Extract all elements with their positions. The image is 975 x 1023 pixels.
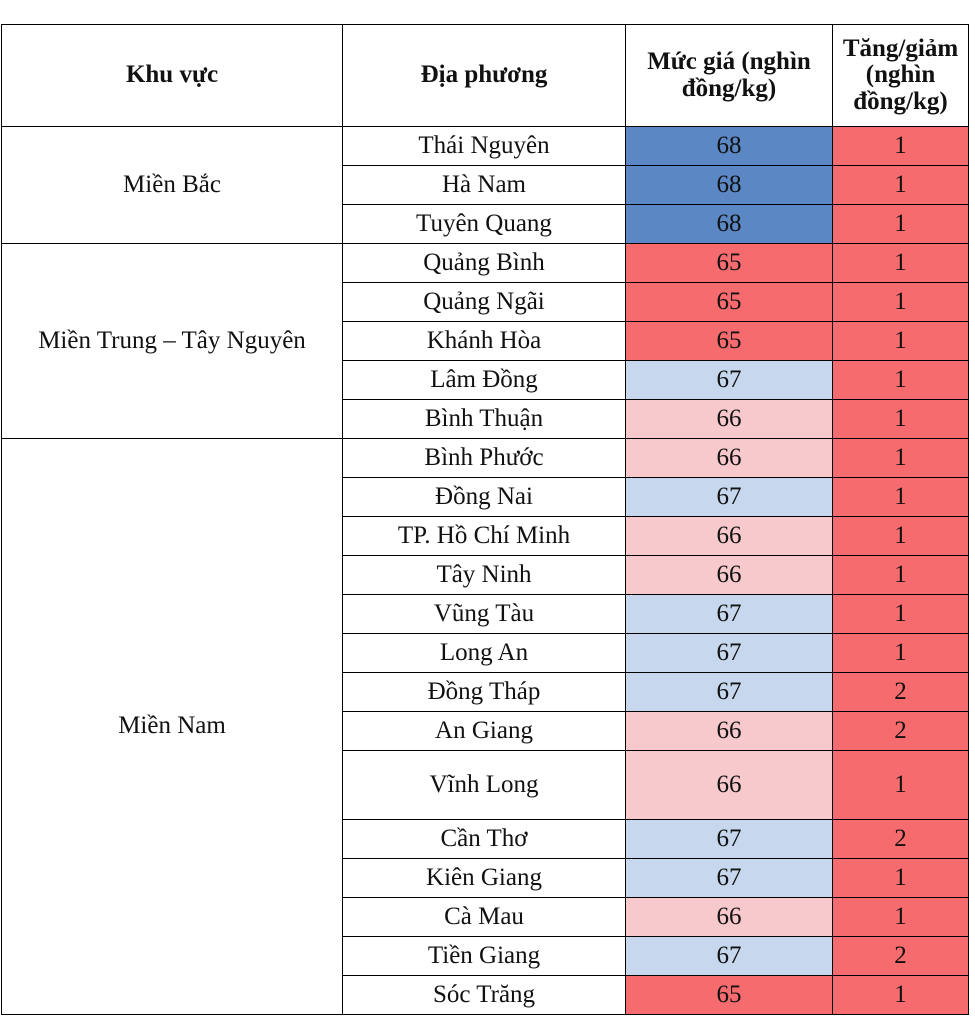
price-table: Khu vực Địa phương Mức giá (nghìn đồng/k… — [1, 24, 969, 1015]
change-cell: 1 — [832, 321, 969, 361]
table-row: Miền Trung – Tây Nguyên Quảng Bình 65 1 — [1, 243, 969, 439]
table-row: Sóc Trăng 65 1 — [2, 975, 969, 1015]
header-row: Khu vực Địa phương Mức giá (nghìn đồng/k… — [1, 24, 969, 127]
price-cell: 65 — [625, 282, 833, 322]
change-cell: 1 — [832, 243, 969, 283]
table-row: Miền Nam Bình Phước 66 1 — [1, 438, 969, 1015]
change-cell: 2 — [832, 711, 969, 751]
change-cell: 1 — [832, 360, 969, 400]
price-cell: 66 — [625, 555, 833, 595]
table-row: Vũng Tàu 67 1 — [2, 594, 969, 634]
table-body: Miền Bắc Thái Nguyên 68 1 Hà Nam 68 1 Tuyên Qua… — [1, 126, 969, 1015]
table-row: Tây Ninh 66 1 — [2, 555, 969, 595]
locality-cell: Vũng Tàu — [342, 594, 626, 634]
table-row: An Giang 66 2 — [2, 711, 969, 751]
table-row: Hà Nam 68 1 — [2, 165, 969, 205]
locality-cell: Tây Ninh — [342, 555, 626, 595]
locality-cell: Cà Mau — [342, 897, 626, 937]
change-cell: 1 — [832, 594, 969, 634]
region-cell: Miền Bắc — [1, 126, 343, 244]
price-cell: 65 — [625, 321, 833, 361]
header-change: Tăng/giảm (nghìn đồng/kg) — [832, 24, 969, 127]
change-cell: 1 — [832, 555, 969, 595]
locality-cell: TP. Hồ Chí Minh — [342, 516, 626, 556]
change-cell: 1 — [832, 750, 969, 820]
header-region: Khu vực — [1, 24, 343, 127]
locality-cell: Bình Thuận — [342, 399, 626, 439]
change-cell: 1 — [832, 633, 969, 673]
locality-cell: Hà Nam — [342, 165, 626, 205]
change-cell: 1 — [832, 399, 969, 439]
table-row: Đồng Tháp 67 2 — [2, 672, 969, 712]
price-cell: 66 — [625, 438, 833, 478]
locality-cell: Tiền Giang — [342, 936, 626, 976]
locality-cell: Sóc Trăng — [342, 975, 626, 1015]
price-cell: 67 — [625, 819, 833, 859]
locality-cell: Kiên Giang — [342, 858, 626, 898]
price-cell: 67 — [625, 936, 833, 976]
change-cell: 1 — [832, 477, 969, 517]
locality-cell: An Giang — [342, 711, 626, 751]
locality-cell: Tuyên Quang — [342, 204, 626, 244]
price-cell: 65 — [625, 975, 833, 1015]
change-cell: 2 — [832, 936, 969, 976]
price-cell: 67 — [625, 477, 833, 517]
table-row: Miền Bắc Thái Nguyên 68 1 — [1, 126, 969, 244]
region-cell: Miền Nam — [1, 438, 343, 1015]
price-cell: 66 — [625, 516, 833, 556]
header-locality: Địa phương — [342, 24, 626, 127]
table-row: Lâm Đồng 67 1 — [2, 360, 969, 400]
change-cell: 2 — [832, 819, 969, 859]
change-cell: 1 — [832, 126, 969, 166]
change-cell: 1 — [832, 975, 969, 1015]
change-cell: 1 — [832, 897, 969, 937]
table-row: Kiên Giang 67 1 — [2, 858, 969, 898]
locality-cell: Đồng Nai — [342, 477, 626, 517]
price-cell: 66 — [625, 399, 833, 439]
change-cell: 1 — [832, 858, 969, 898]
price-cell: 67 — [625, 360, 833, 400]
price-cell: 68 — [625, 165, 833, 205]
locality-cell: Cần Thơ — [342, 819, 626, 859]
change-cell: 2 — [832, 672, 969, 712]
region-cell: Miền Trung – Tây Nguyên — [1, 243, 343, 439]
locality-cell: Quảng Ngãi — [342, 282, 626, 322]
price-cell: 67 — [625, 594, 833, 634]
locality-cell: Lâm Đồng — [342, 360, 626, 400]
price-cell: 66 — [625, 750, 833, 820]
change-cell: 1 — [832, 438, 969, 478]
change-cell: 1 — [832, 282, 969, 322]
price-cell: 67 — [625, 858, 833, 898]
price-cell: 66 — [625, 711, 833, 751]
table-row: Cần Thơ 67 2 — [2, 819, 969, 859]
table-row: Bình Thuận 66 1 — [2, 399, 969, 439]
locality-cell: Long An — [342, 633, 626, 673]
table-row: TP. Hồ Chí Minh 66 1 — [2, 516, 969, 556]
change-cell: 1 — [832, 516, 969, 556]
locality-cell: Vĩnh Long — [342, 750, 626, 820]
price-cell: 66 — [625, 897, 833, 937]
locality-cell: Bình Phước — [342, 438, 626, 478]
table-row: Đồng Nai 67 1 — [2, 477, 969, 517]
price-cell: 68 — [625, 204, 833, 244]
price-cell: 68 — [625, 126, 833, 166]
table-row: Quảng Ngãi 65 1 — [2, 282, 969, 322]
header-price: Mức giá (nghìn đồng/kg) — [625, 24, 833, 127]
table-row: Cà Mau 66 1 — [2, 897, 969, 937]
price-cell: 67 — [625, 633, 833, 673]
locality-cell: Khánh Hòa — [342, 321, 626, 361]
table-row: Tuyên Quang 68 1 — [2, 204, 969, 244]
locality-cell: Thái Nguyên — [342, 126, 626, 166]
locality-cell: Đồng Tháp — [342, 672, 626, 712]
price-cell: 65 — [625, 243, 833, 283]
table-row: Long An 67 1 — [2, 633, 969, 673]
change-cell: 1 — [832, 204, 969, 244]
table-row: Tiền Giang 67 2 — [2, 936, 969, 976]
price-cell: 67 — [625, 672, 833, 712]
locality-cell: Quảng Bình — [342, 243, 626, 283]
table-row: Vĩnh Long 66 1 — [2, 750, 969, 820]
change-cell: 1 — [832, 165, 969, 205]
